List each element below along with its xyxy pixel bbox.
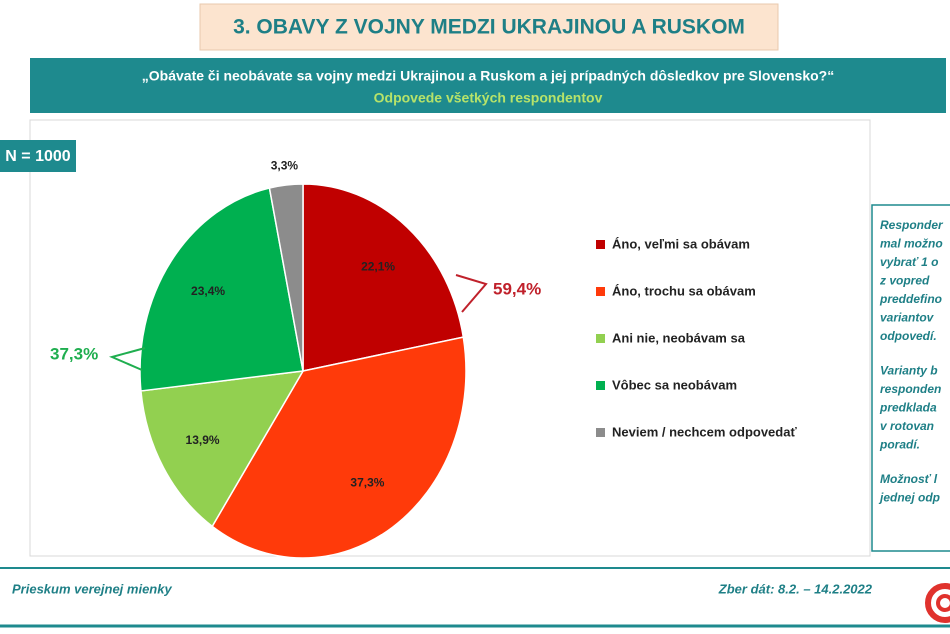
note-box <box>871 204 950 552</box>
value-label: 3,3% <box>271 159 299 173</box>
note-line: Možnosť l <box>880 472 938 486</box>
value-label: 13,9% <box>186 433 220 447</box>
note-line: preddefino <box>879 292 942 306</box>
value-label: 23,4% <box>191 284 225 298</box>
note-line: variantov <box>880 311 935 325</box>
title: 3. OBAVY Z VOJNY MEDZI UKRAJINOU A RUSKO… <box>233 16 745 39</box>
pie-slice <box>302 183 465 372</box>
legend-label: Ani nie, neobávam sa <box>612 330 746 345</box>
legend-swatch <box>596 381 605 390</box>
note-line: vybrať 1 o <box>880 255 938 269</box>
note-line: odpovedí. <box>880 329 937 343</box>
base: N = 1000 <box>5 148 70 165</box>
legend-label: Vôbec sa neobávam <box>612 377 737 392</box>
note-line: jednej odp <box>878 491 940 505</box>
legend-label: Áno, trochu sa obávam <box>612 283 756 298</box>
title-box <box>199 3 779 51</box>
pie: 22,1% Áno, veľmi sa obávam 37,3% Áno, troch… <box>50 159 797 559</box>
value-label: 37,3% <box>350 476 384 490</box>
legend-swatch <box>596 287 605 296</box>
value-label: 22,1% <box>361 260 395 274</box>
legend-swatch <box>596 428 605 437</box>
bracket <box>108 347 146 371</box>
legend-label: Neviem / nechcem odpovedať <box>612 424 797 439</box>
note-line: predklada <box>879 401 937 415</box>
logo <box>925 583 950 623</box>
footer-left: Prieskum verejnej mienky <box>12 581 172 596</box>
pie-slice <box>139 187 304 392</box>
question: „Obávate či neobávate sa vojny medzi Ukr… <box>142 68 834 84</box>
note-line: mal možno <box>880 237 943 251</box>
annotation: 37,3% <box>50 344 98 363</box>
annotation: 59,4% <box>493 279 541 298</box>
legend-swatch <box>596 334 605 343</box>
legend-swatch <box>596 240 605 249</box>
note-line: responden <box>880 382 941 396</box>
note-line: v rotovan <box>880 419 934 433</box>
note-line: poradí. <box>879 438 920 452</box>
footer-right: Zber dát: 8.2. – 14.2.2022 <box>718 581 873 596</box>
bracket <box>455 274 488 313</box>
question-band <box>30 58 946 113</box>
pie-slice <box>211 336 467 559</box>
legend-label: Áno, veľmi sa obávam <box>612 236 750 251</box>
subtitle: Odpovede všetkých respondentov <box>374 90 603 106</box>
pie-slice <box>268 183 304 372</box>
logo-inner <box>936 594 950 612</box>
note-line: Responder <box>880 218 944 232</box>
note-line: Varianty b <box>880 364 938 378</box>
note-line: z vopred <box>879 274 930 288</box>
pie-slice <box>140 370 305 528</box>
base-box <box>0 140 76 172</box>
note: Responder mal možno vybrať 1 o z vopred pred… <box>878 218 944 505</box>
